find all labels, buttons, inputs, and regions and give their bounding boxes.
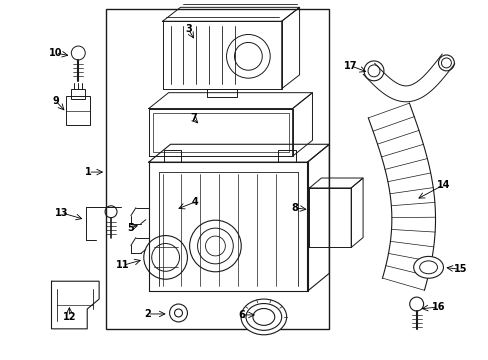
Text: 6: 6 bbox=[238, 310, 245, 320]
Polygon shape bbox=[148, 109, 292, 156]
Text: 3: 3 bbox=[184, 24, 191, 34]
Text: 12: 12 bbox=[62, 312, 76, 322]
Text: 10: 10 bbox=[49, 48, 62, 58]
Text: 14: 14 bbox=[436, 180, 449, 190]
Ellipse shape bbox=[245, 303, 281, 330]
Text: 5: 5 bbox=[127, 222, 134, 233]
Ellipse shape bbox=[252, 309, 274, 325]
Text: 7: 7 bbox=[190, 113, 196, 123]
Text: 4: 4 bbox=[192, 197, 198, 207]
Bar bbox=[152, 113, 288, 152]
Bar bbox=[66, 96, 90, 125]
Polygon shape bbox=[148, 162, 307, 291]
Polygon shape bbox=[163, 21, 281, 89]
Text: 15: 15 bbox=[453, 264, 466, 274]
Text: 9: 9 bbox=[52, 96, 59, 105]
Bar bbox=[106, 9, 328, 329]
Ellipse shape bbox=[241, 299, 286, 335]
Text: 17: 17 bbox=[344, 61, 357, 71]
Text: 13: 13 bbox=[55, 208, 68, 218]
Ellipse shape bbox=[413, 256, 443, 278]
Text: 2: 2 bbox=[144, 309, 151, 319]
Polygon shape bbox=[309, 188, 350, 247]
Text: 16: 16 bbox=[431, 302, 445, 312]
Ellipse shape bbox=[419, 261, 437, 274]
Text: 1: 1 bbox=[84, 167, 91, 177]
Text: 11: 11 bbox=[116, 260, 129, 270]
Text: 8: 8 bbox=[290, 203, 298, 213]
Bar bbox=[71, 89, 85, 99]
